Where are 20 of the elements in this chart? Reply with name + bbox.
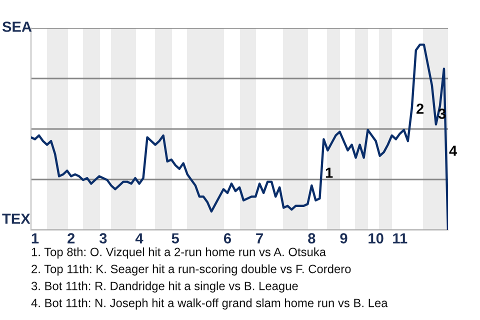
- annotation: 2: [416, 104, 424, 114]
- x-tick-label: 10: [368, 233, 384, 244]
- x-tick-label: 8: [308, 233, 316, 244]
- x-tick-label: 2: [68, 233, 75, 244]
- text: 4. Bot 11th: N. Joseph hit a walk-off grand slam home run vs B. Lea: [31, 298, 388, 310]
- x-tick-label: 9: [340, 233, 348, 244]
- text: 1. Top 8th: O. Vizquel hit a 2-run home run vs A. Otsuka: [32, 247, 326, 259]
- text: SEA: [2, 22, 32, 32]
- x-tick-label: 5: [172, 233, 179, 244]
- text: 3. Bot 11th: R. Dandridge hit a single vs B. League: [31, 281, 298, 293]
- x-tick-label: 11: [393, 233, 408, 244]
- x-tick-label: 7: [256, 233, 263, 244]
- x-tick-label: 4: [135, 233, 144, 244]
- x-tick-label: 1: [32, 233, 39, 244]
- annotation: 1: [326, 168, 333, 178]
- x-tick-label: 6: [224, 233, 231, 244]
- text: TEX: [2, 214, 30, 224]
- text: 4: [449, 146, 458, 156]
- x-tick-label: 3: [99, 233, 107, 244]
- text: 2. Top 11th: K. Seager hit a run-scoring double vs F. Cordero: [32, 264, 351, 276]
